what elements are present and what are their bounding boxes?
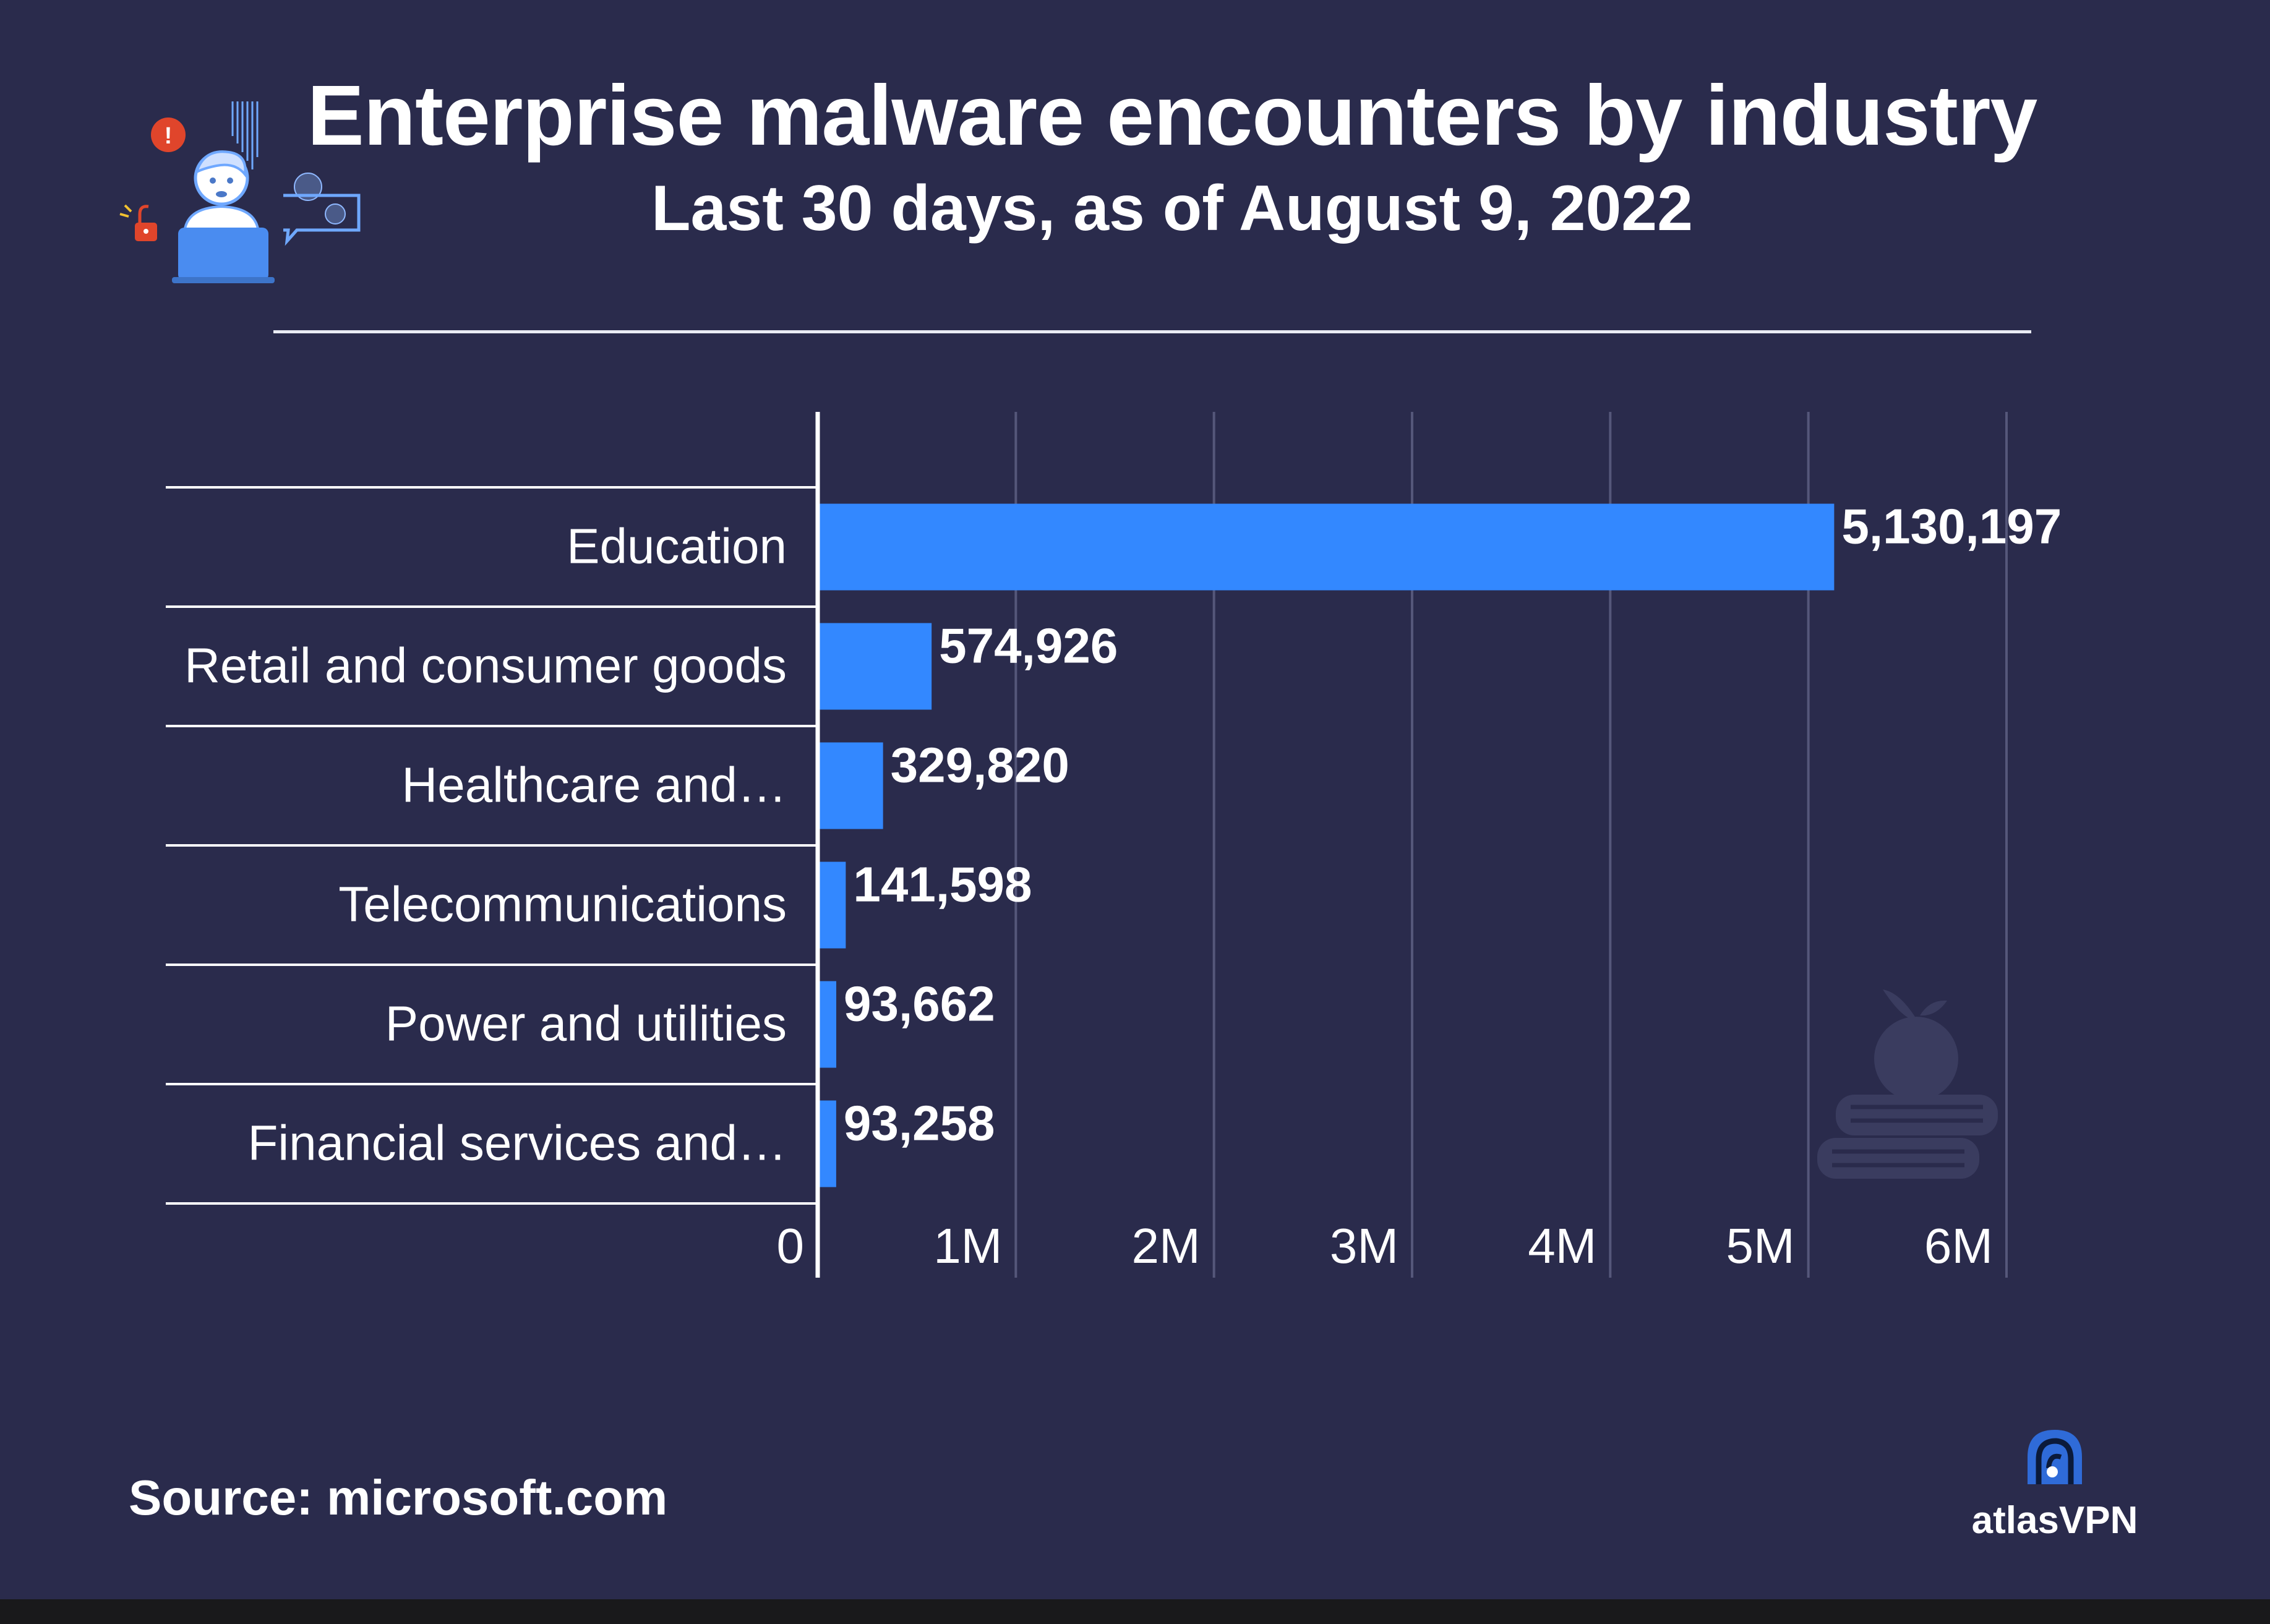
x-tick-label: 5M [1726,1218,1795,1273]
apple-books-icon [1817,989,1998,1179]
value-label: 5,130,197 [1841,499,2062,554]
category-labels: Education Retail and consumer goods Health… [184,519,787,1171]
category-label: Retail and consumer goods [184,638,787,693]
footer-bar [0,1599,2270,1624]
chart-subtitle: Last 30 days, as of August 9, 2022 [651,173,1693,244]
x-tick-label: 3M [1330,1218,1398,1273]
category-label: Telecommunications [338,877,787,932]
value-label: 93,258 [844,1096,995,1151]
category-label: Power and utilities [385,996,787,1051]
value-label: 329,820 [891,738,1069,793]
row-separators [166,486,818,1205]
svg-text:!: ! [165,123,173,149]
bar [818,1100,836,1187]
alert-icon [151,118,186,152]
value-labels: 5,130,197 574,926 329,820 141,598 93,662 93,2… [844,499,2062,1151]
bars [818,503,1835,1187]
x-tick-label: 1M [933,1218,1002,1273]
x-tick-label: 0 [777,1218,805,1273]
worried-user-laptop-icon: ! [119,101,361,283]
bar [818,981,837,1068]
malware-virus-icon [294,173,346,224]
category-label: Financial services and… [248,1116,787,1171]
value-label: 93,662 [844,977,995,1032]
value-label: 574,926 [939,618,1118,673]
x-tick-labels: 0 1M 2M 3M 4M 5M 6M [777,1218,1994,1273]
bar [818,503,1835,591]
bar [818,861,846,949]
bar [818,742,883,829]
x-tick-label: 6M [1924,1218,1993,1273]
title-divider [273,330,2031,333]
source-note: Source: microsoft.com [129,1470,668,1525]
chart-title: Enterprise malware encounters by industr… [307,68,2038,163]
x-tick-label: 4M [1528,1218,1596,1273]
category-label: Education [567,519,787,574]
atlasvpn-logo-icon [2028,1430,2082,1484]
x-tick-label: 2M [1132,1218,1201,1273]
unlocked-padlock-icon [119,204,157,241]
bar [818,623,932,710]
category-label: Healthcare and… [401,758,787,813]
value-label: 141,598 [853,857,1032,912]
brand-name: atlasVPN [1971,1499,2138,1542]
